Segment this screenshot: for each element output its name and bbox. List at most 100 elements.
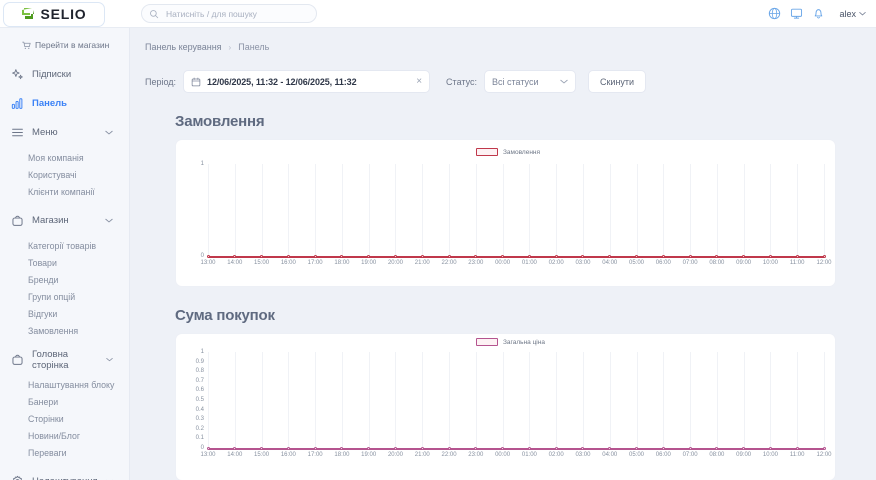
chart-data-point[interactable] — [447, 446, 451, 450]
chart-data-point[interactable] — [527, 254, 531, 258]
chart-data-point[interactable] — [822, 254, 826, 258]
period-date-range-picker[interactable]: 12/06/2025, 11:32 - 12/06/2025, 11:32 × — [183, 70, 431, 93]
chart-series-segment — [475, 448, 503, 450]
chart-gridline — [529, 164, 531, 256]
chart-data-point[interactable] — [742, 446, 746, 450]
chart-data-point[interactable] — [313, 446, 317, 450]
chart-data-point[interactable] — [420, 446, 424, 450]
sidebar-subitem-block-settings[interactable]: Налаштування блоку — [28, 380, 115, 390]
chart-data-point[interactable] — [206, 446, 210, 450]
purchase-sum-line-chart[interactable]: 1 0.9 0.8 0.7 0.6 0.5 0.4 0.3 0.2 0.1 0 13:00 14:00 1… — [176, 334, 835, 480]
chart-data-point[interactable] — [447, 254, 451, 258]
monitor-icon[interactable] — [790, 7, 803, 20]
chart-series-segment — [288, 256, 316, 258]
chart-data-point[interactable] — [661, 446, 665, 450]
chart-data-point[interactable] — [501, 446, 505, 450]
sidebar-item-dashboard[interactable]: Панель — [0, 89, 129, 118]
chart-x-tick: 15:00 — [254, 452, 270, 458]
chart-x-tick: 18:00 — [334, 260, 350, 266]
chart-data-point[interactable] — [688, 254, 692, 258]
sidebar-item-subscriptions[interactable]: Підписки — [0, 60, 129, 89]
chart-data-point[interactable] — [795, 446, 799, 450]
sidebar-subitem-brands[interactable]: Бренди — [28, 275, 59, 285]
chart-data-point[interactable] — [822, 446, 826, 450]
chart-x-tick: 04:00 — [602, 260, 618, 266]
chart-data-point[interactable] — [393, 254, 397, 258]
chart-data-point[interactable] — [393, 446, 397, 450]
chart-series-segment — [422, 448, 450, 450]
chart-data-point[interactable] — [768, 254, 772, 258]
chart-data-point[interactable] — [554, 254, 558, 258]
chart-gridline — [368, 352, 370, 448]
chart-data-point[interactable] — [608, 446, 612, 450]
sidebar-subitem-orders[interactable]: Замовлення — [28, 326, 79, 336]
chart-data-point[interactable] — [768, 446, 772, 450]
chart-data-point[interactable] — [635, 446, 639, 450]
user-menu[interactable]: alex — [839, 9, 866, 19]
chart-legend[interactable]: Замовлення — [476, 148, 540, 156]
chart-x-tick: 11:00 — [789, 452, 805, 458]
sidebar-subitem-option-groups[interactable]: Групи опцій — [28, 292, 76, 302]
orders-line-chart[interactable]: 1 0 13:00 14:00 15:00 16:00 17:00 18:00 19:00 20:… — [176, 140, 835, 286]
status-select[interactable]: Всі статуси — [484, 70, 576, 93]
chart-data-point[interactable] — [286, 446, 290, 450]
chart-data-point[interactable] — [715, 446, 719, 450]
chart-data-point[interactable] — [474, 254, 478, 258]
chart-data-point[interactable] — [554, 446, 558, 450]
status-label: Статус: — [446, 76, 477, 87]
chart-data-point[interactable] — [635, 254, 639, 258]
sidebar-subitem-users[interactable]: Користувачі — [28, 170, 77, 180]
chart-data-point[interactable] — [661, 254, 665, 258]
chart-legend[interactable]: Загальна ціна — [476, 338, 545, 346]
breadcrumb-root[interactable]: Панель керування — [145, 42, 222, 52]
sidebar-subitem-my-company[interactable]: Моя компанія — [28, 153, 84, 163]
chart-data-point[interactable] — [313, 254, 317, 258]
sidebar-subitem-advantages[interactable]: Переваги — [28, 448, 67, 458]
sidebar-subitem-news-blog[interactable]: Новини/Блог — [28, 431, 81, 441]
globe-icon[interactable] — [768, 7, 781, 20]
chart-data-point[interactable] — [501, 254, 505, 258]
chart-data-point[interactable] — [527, 446, 531, 450]
bell-icon[interactable] — [812, 7, 825, 20]
chart-data-point[interactable] — [340, 446, 344, 450]
chart-data-point[interactable] — [581, 254, 585, 258]
chart-data-point[interactable] — [715, 254, 719, 258]
sidebar-subitem-pages[interactable]: Сторінки — [28, 414, 64, 424]
chart-data-point[interactable] — [688, 446, 692, 450]
clear-period-icon[interactable]: × — [416, 75, 423, 87]
search-input[interactable] — [141, 4, 317, 23]
chart-data-point[interactable] — [233, 254, 237, 258]
chart-data-point[interactable] — [206, 254, 210, 258]
chart-data-point[interactable] — [260, 446, 264, 450]
chart-data-point[interactable] — [367, 254, 371, 258]
chart-data-point[interactable] — [260, 254, 264, 258]
sidebar-shop-link[interactable]: Перейти в магазин — [0, 28, 129, 60]
chart-x-tick: 10:00 — [762, 452, 778, 458]
sidebar-subitem-banners[interactable]: Банери — [28, 397, 59, 407]
sidebar-subitem-company-clients[interactable]: Клієнти компанії — [28, 187, 95, 197]
chart-data-point[interactable] — [340, 254, 344, 258]
sidebar-subitem-product-categories[interactable]: Категорії товарів — [28, 241, 97, 251]
sidebar-item-menu[interactable]: Меню — [0, 118, 129, 147]
sidebar-item-homepage[interactable]: Головна сторінка — [0, 345, 129, 374]
chart-x-tick: 14:00 — [227, 452, 243, 458]
sidebar-subitem-reviews[interactable]: Відгуки — [28, 309, 58, 319]
sidebar-item-shop[interactable]: Магазин — [0, 206, 129, 235]
chart-data-point[interactable] — [420, 254, 424, 258]
header-actions: alex — [768, 7, 876, 20]
chart-data-point[interactable] — [581, 446, 585, 450]
chart-card-orders: 1 0 13:00 14:00 15:00 16:00 17:00 18:00 19:00 20:… — [175, 139, 836, 287]
chart-data-point[interactable] — [608, 254, 612, 258]
chart-data-point[interactable] — [286, 254, 290, 258]
brand-logo[interactable]: SELIO — [3, 1, 105, 27]
sidebar-subitem-products[interactable]: Товари — [28, 258, 57, 268]
sidebar-item-settings[interactable]: Налаштування — [0, 467, 129, 480]
chart-data-point[interactable] — [742, 254, 746, 258]
chart-x-tick: 20:00 — [387, 452, 403, 458]
chart-data-point[interactable] — [367, 446, 371, 450]
reset-filters-button[interactable]: Скинути — [588, 70, 647, 93]
chart-x-tick: 12:00 — [816, 260, 832, 266]
chart-data-point[interactable] — [233, 446, 237, 450]
chart-data-point[interactable] — [795, 254, 799, 258]
chart-data-point[interactable] — [474, 446, 478, 450]
